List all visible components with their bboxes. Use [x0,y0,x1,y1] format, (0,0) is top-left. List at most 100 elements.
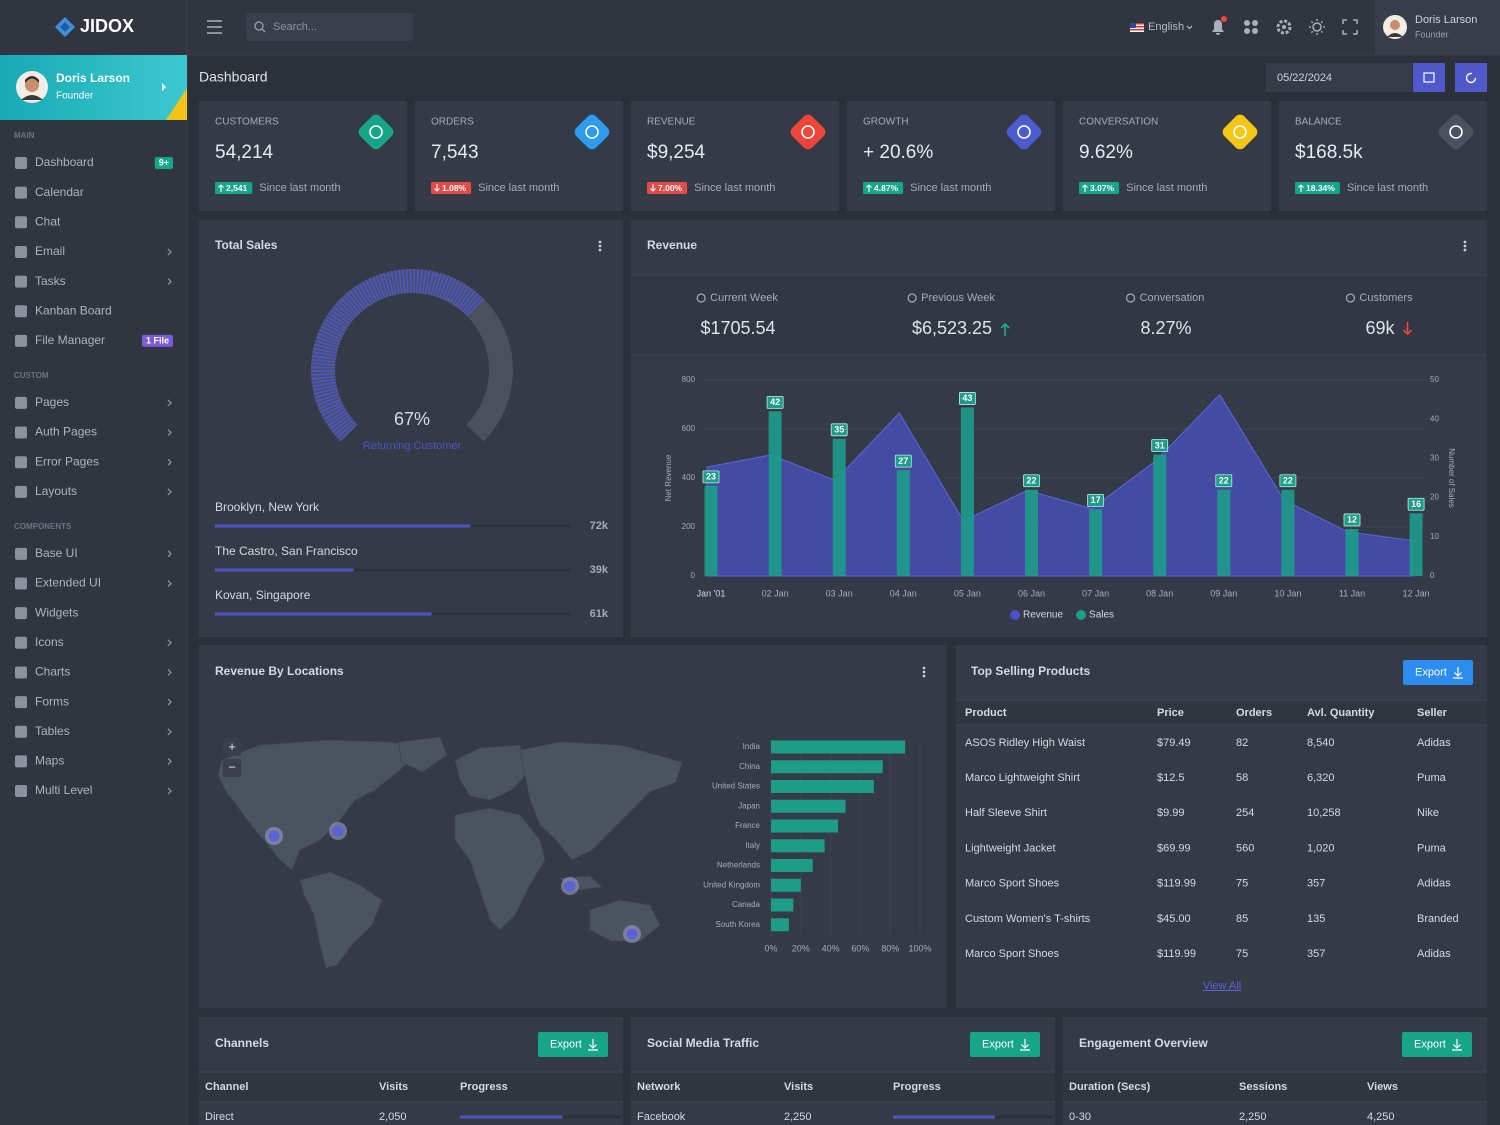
apps-icon[interactable] [1252,20,1258,26]
sidebar-item[interactable]: Widgets [15,605,78,619]
sidebar-item-label: Charts [35,665,70,679]
search-box[interactable] [246,13,413,41]
column-header: Sessions [1239,1081,1287,1093]
zoom-out-button[interactable] [223,759,241,777]
table-header [199,1072,623,1102]
stat-icon-glyph [1233,125,1247,139]
sidebar-item[interactable]: Base UI [15,546,172,560]
y-tick-label: Canada [732,900,761,909]
menu-dot[interactable] [922,670,926,674]
fullscreen-icon[interactable] [1342,19,1358,35]
column-header: Visits [784,1081,813,1093]
map-marker[interactable] [564,880,576,892]
sidebar-item[interactable]: File Manager 1 File [15,333,173,347]
date-input[interactable] [1266,63,1412,92]
table-cell: 8,540 [1307,737,1335,749]
stat-icon [358,114,394,150]
stat-label: CONVERSATION [1079,117,1158,128]
legend-label[interactable]: Revenue [1023,610,1063,621]
sidebar-item[interactable]: Charts [15,665,172,679]
table-cell: 10,258 [1307,807,1341,819]
location-name: Kovan, Singapore [215,588,311,602]
table-cell: Custom Women's T-shirts [965,913,1091,925]
table-cell: 6,320 [1307,772,1335,784]
map-marker[interactable] [268,830,280,842]
change-value: 4.87% [874,183,899,193]
export-button[interactable]: Export [1402,1032,1472,1057]
sidebar-icon [15,666,27,679]
chevron [167,248,172,256]
export-label: Export [1414,1038,1446,1050]
export-button[interactable]: Export [1403,660,1473,685]
sidebar-item[interactable]: Extended UI [15,576,172,590]
banner-arrow[interactable] [162,83,166,91]
menu-dot[interactable] [598,248,602,252]
apps-icon[interactable] [1252,28,1258,34]
x-tick-label: 05 Jan [954,588,981,598]
map-marker[interactable] [626,928,638,940]
menu-dot[interactable] [1463,248,1467,252]
map-marker[interactable] [332,825,344,837]
stat-icon [790,114,826,150]
view-all-link[interactable]: View All [1203,980,1241,992]
export-button[interactable]: Export [970,1032,1040,1057]
sidebar-item-label: Multi Level [35,783,92,797]
refresh-button[interactable] [1455,63,1487,92]
map-region [519,741,683,861]
bar-label: 22 [1026,476,1036,486]
x-tick-label: Jan '01 [697,588,726,598]
sidebar-item[interactable]: Pages [15,395,172,409]
apps-icon[interactable] [1244,28,1250,34]
sidebar-item[interactable]: Tasks [15,274,172,288]
change-arrow [1298,184,1304,192]
sidebar-item[interactable]: Tables [15,724,172,738]
menu-dot[interactable] [1463,244,1467,248]
export-button[interactable]: Export [538,1032,608,1057]
sidebar-badge: 1 File [146,335,169,345]
stat-note: Since last month [259,182,340,194]
sidebar-item[interactable]: Calendar [15,185,84,199]
legend-swatch [1010,610,1020,620]
zoom-in-button[interactable] [223,738,241,756]
settings-icon[interactable] [1276,19,1292,35]
sidebar-item[interactable]: Dashboard 9+ [15,155,173,169]
stat-value: + 20.6% [863,142,933,163]
table-cell: Facebook [637,1111,686,1123]
sidebar-item[interactable]: Icons [15,635,172,649]
location-value: 39k [590,564,609,576]
sidebar-item[interactable]: Kanban Board [15,303,112,317]
theme-icon[interactable] [1312,22,1322,32]
notifications[interactable] [1212,20,1224,35]
change-value: 2,541 [226,183,248,193]
sidebar-item[interactable]: Auth Pages [15,425,172,439]
menu-dot[interactable] [922,666,926,670]
bar [771,740,906,754]
stat-icon-glyph [585,125,599,139]
export-button-bg [970,1032,1040,1057]
menu-dot[interactable] [598,244,602,248]
bar-label-bg [1087,493,1104,507]
sidebar-item[interactable]: Forms [15,694,172,708]
sales-bar [1217,489,1231,576]
card-title: Channels [215,1036,269,1050]
sidebar-item[interactable]: Error Pages [15,454,172,468]
apps-icon[interactable] [1244,20,1250,26]
sidebar-item-label: Chat [35,214,61,228]
sidebar-item[interactable]: Layouts [15,484,172,498]
bar-label: 43 [962,393,972,403]
menu-dot[interactable] [598,240,602,244]
sidebar-item[interactable]: Maps [15,754,172,768]
calendar-button[interactable] [1413,63,1445,92]
legend-label[interactable]: Sales [1089,610,1114,621]
sidebar-item[interactable]: Multi Level [15,783,172,797]
y-tick-label: 200 [682,522,696,531]
language[interactable]: English [1148,21,1184,33]
stat-note: Since last month [478,182,559,194]
avatar-hair [25,76,39,83]
sidebar-item[interactable]: Chat [15,214,61,228]
menu-dot[interactable] [1463,240,1467,244]
sidebar-item[interactable]: Email [15,244,172,258]
x-tick-label: 60% [851,943,869,953]
change-arrow [866,184,872,192]
menu-dot[interactable] [922,674,926,678]
